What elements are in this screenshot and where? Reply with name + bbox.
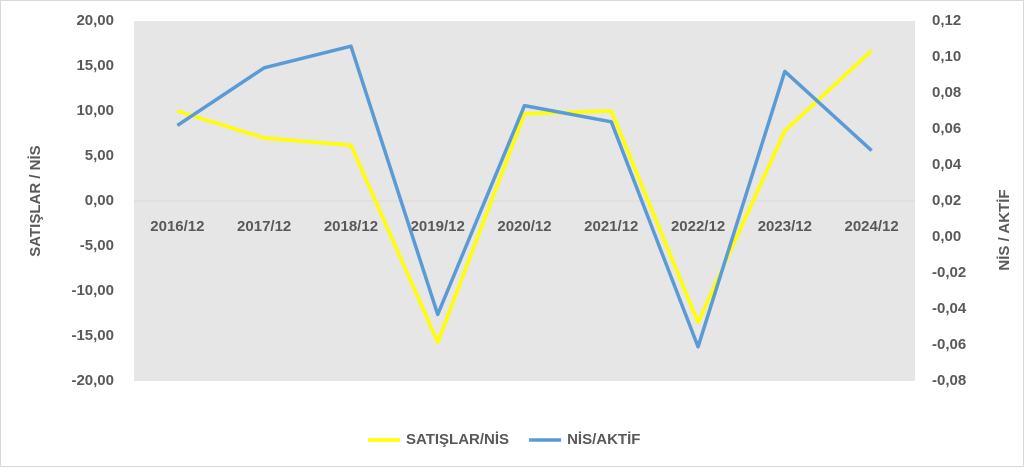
y2-tick-label: 0,10 [932,48,961,65]
y2-tick-label: 0,00 [932,228,961,245]
y2-tick-label: -0,04 [932,300,967,317]
x-tick-label: 2019/12 [411,218,465,235]
x-tick-label: 2018/12 [324,218,378,235]
x-tick-label: 2016/12 [150,218,204,235]
y2-tick-label: 0,06 [932,120,961,137]
y-tick-label: 5,00 [85,147,114,164]
y2-axis-title: NİS / AKTİF [996,189,1013,270]
x-tick-label: 2024/12 [844,218,898,235]
legend-label: NİS/AKTİF [567,431,640,448]
y2-tick-label: 0,08 [932,84,961,101]
x-tick-label: 2023/12 [758,218,812,235]
y-tick-label: -5,00 [80,237,114,254]
y-tick-label: 0,00 [85,192,114,209]
y-tick-label: -10,00 [71,282,114,299]
series-line [176,49,873,345]
x-tick-label: 2022/12 [671,218,725,235]
y-tick-label: 20,00 [76,12,114,29]
series-line [176,44,873,349]
y2-tick-label: 0,02 [932,192,961,209]
y-tick-label: 15,00 [76,57,114,74]
y2-tick-label: -0,02 [932,264,966,281]
x-tick-label: 2020/12 [497,218,551,235]
y2-tick-label: 0,04 [932,156,962,173]
y-axis-title: SATIŞLAR / NİS [27,145,44,256]
y2-tick-label: -0,06 [932,336,966,353]
y-tick-label: -15,00 [71,327,114,344]
x-tick-label: 2017/12 [237,218,291,235]
legend-label: SATIŞLAR/NİS [406,431,509,448]
x-tick-label: 2021/12 [584,218,638,235]
y2-tick-label: -0,08 [932,372,966,389]
y-tick-label: -20,00 [71,372,114,389]
y2-tick-label: 0,12 [932,12,961,29]
y-tick-label: 10,00 [76,102,114,119]
